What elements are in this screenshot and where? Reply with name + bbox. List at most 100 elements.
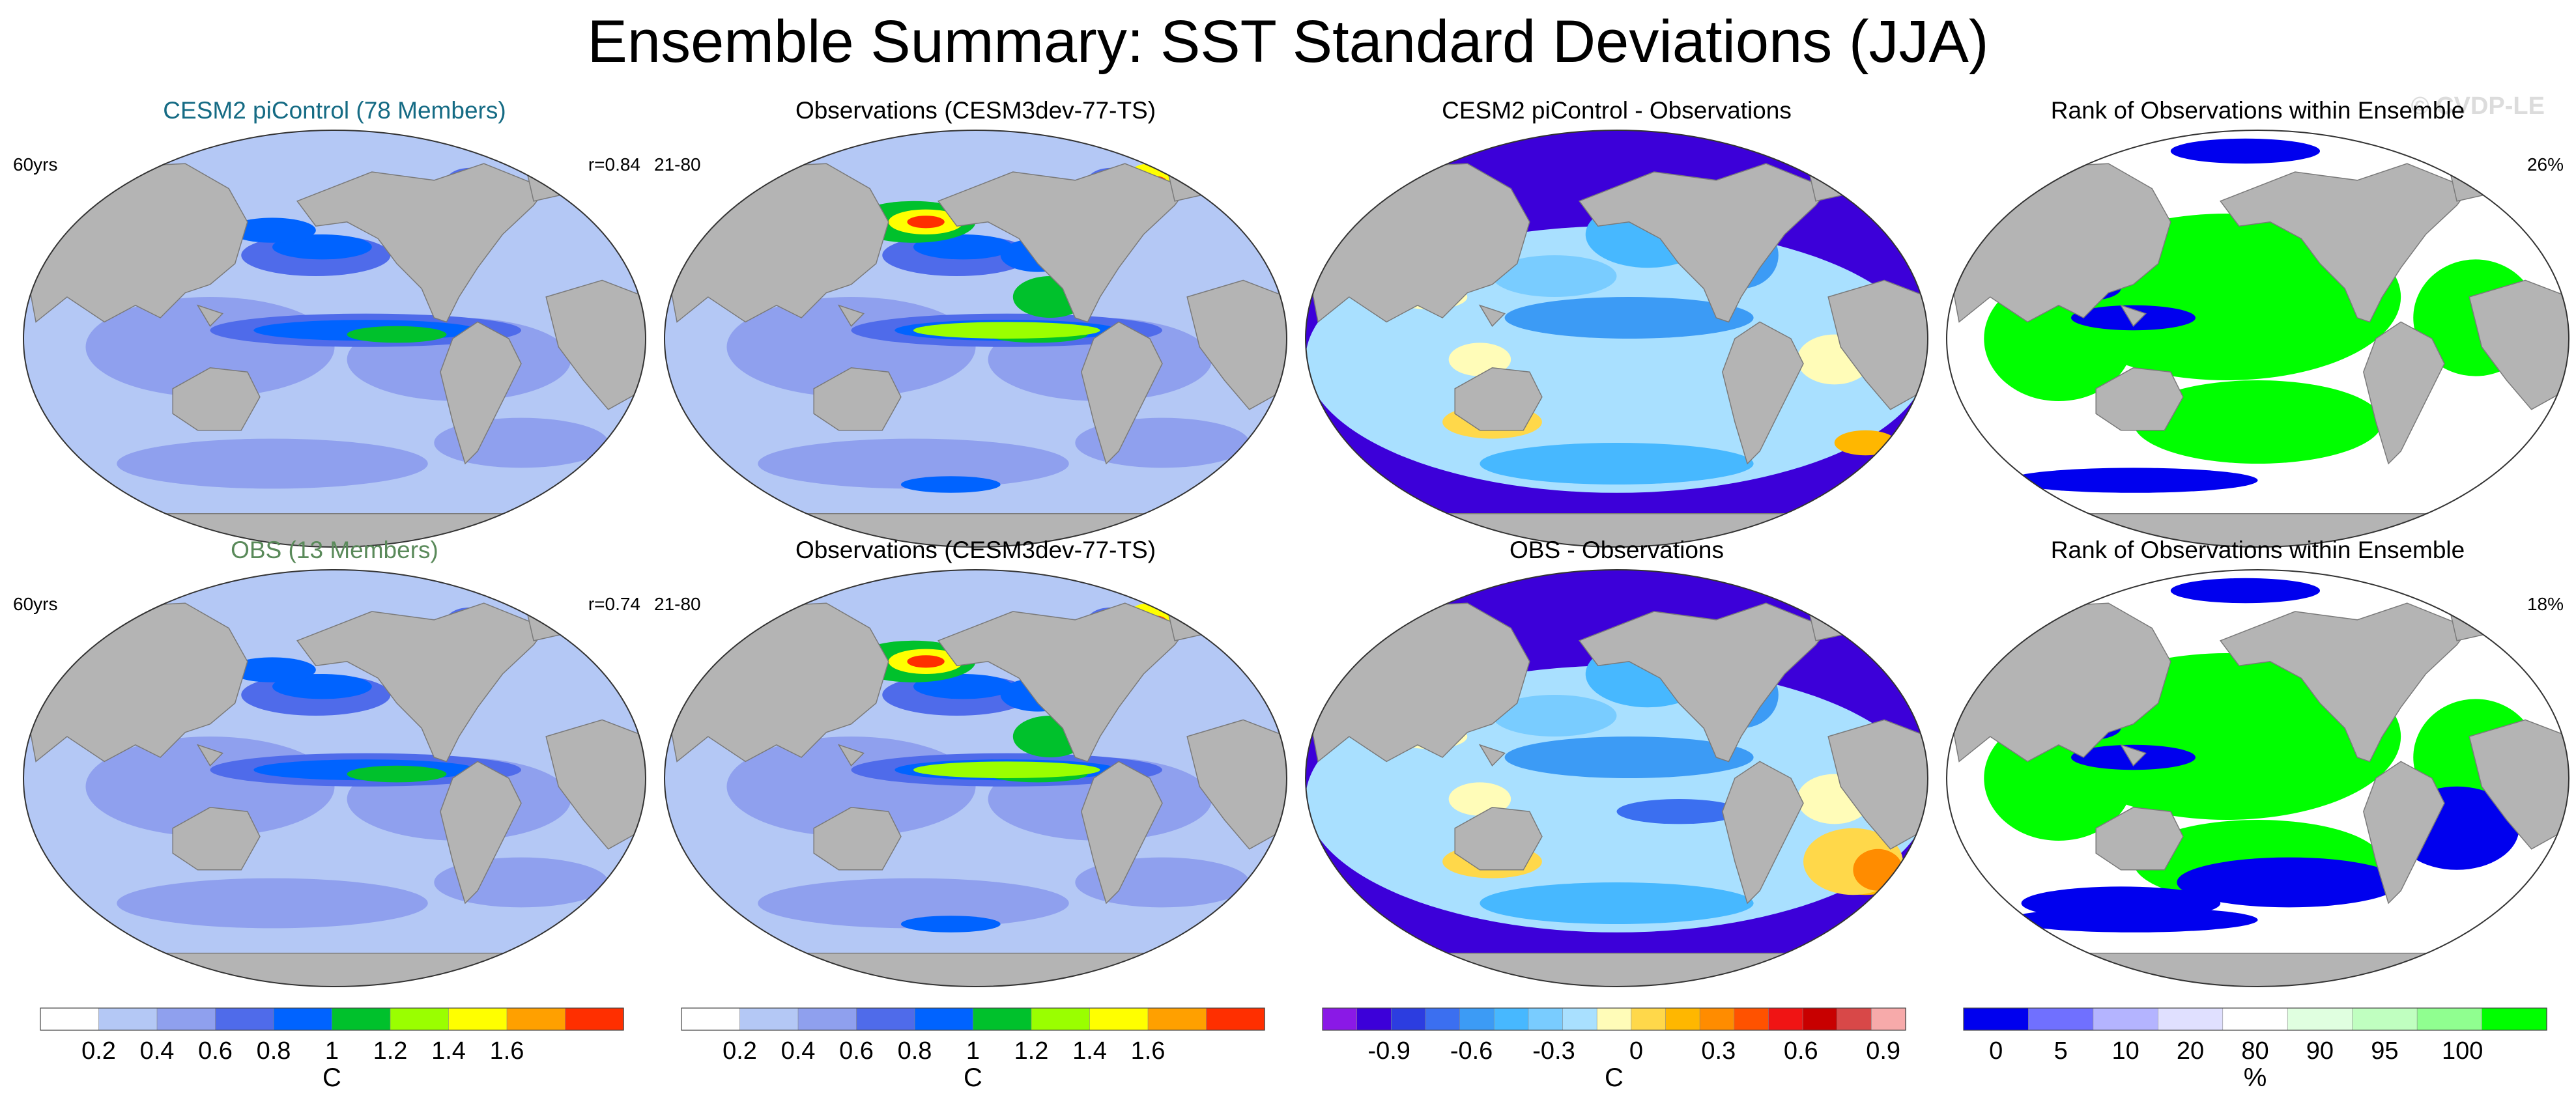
land-mass-5 [1081, 321, 1163, 465]
land-mass-8 [1947, 953, 2569, 987]
panel-title: CESM2 piControl - Observations [1442, 97, 1792, 124]
colorbar-swatch-11 [1665, 1007, 1700, 1031]
colorbar-swatch-7 [1528, 1007, 1564, 1031]
panel-title: Rank of Observations within Ensemble [2051, 97, 2465, 124]
colorbar-tick-label: 0.6 [839, 1037, 874, 1065]
field-contour-15 [1616, 799, 1741, 824]
colorbar-tick-label: -0.9 [1367, 1037, 1410, 1065]
colorbar-tick-label: 0 [1989, 1037, 2003, 1065]
colorbar-swatch-14 [1768, 1007, 1803, 1031]
colorbar-swatch-4 [1425, 1007, 1461, 1031]
colorbar-swatch-10 [565, 1007, 624, 1031]
land-mass-5 [2363, 761, 2445, 905]
colorbar-swatch-6 [1493, 1007, 1529, 1031]
land-mass-4 [296, 163, 547, 323]
field-contour-3 [1504, 297, 1754, 339]
figure-title: Ensemble Summary: SST Standard Deviation… [587, 8, 1989, 75]
field-contour-9 [2009, 468, 2258, 493]
map-panel-6: Observations (CESM3dev-77-TS) 21-80 [654, 537, 1287, 987]
colorbar-tick-label: 1 [966, 1037, 980, 1065]
colorbar-tick-label: 0.6 [198, 1037, 233, 1065]
colorbar-swatch-7 [1031, 1007, 1091, 1031]
land-mass-5 [440, 321, 522, 465]
land-mass-4 [937, 602, 1188, 763]
land-mass-5 [440, 761, 522, 905]
map-outline [1305, 130, 1928, 548]
land-mass-4 [1579, 163, 1829, 323]
colorbar-swatch-8 [1089, 1007, 1149, 1031]
field-contour-21 [900, 916, 1001, 933]
colorbar-frame [681, 1007, 1265, 1031]
colorbar-swatch-8 [1562, 1007, 1597, 1031]
colorbar-swatch-4 [215, 1007, 274, 1031]
field-contour-5 [2133, 380, 2383, 464]
colorbar-swatch-2 [739, 1007, 799, 1031]
land-mass-2 [196, 304, 223, 328]
panel-title: Observations (CESM3dev-77-TS) [795, 537, 1156, 563]
land-mass-3 [2095, 807, 2184, 871]
colorbar-tick-label: 5 [2054, 1037, 2068, 1065]
land-mass-5 [1722, 761, 1804, 905]
colorbar-4: 0 5 10 20 80 90 95 100% [1963, 1007, 2547, 1092]
panel-right-label: r=0.74 [588, 594, 640, 614]
land-mass-2 [837, 744, 865, 767]
colorbar-swatch-6 [973, 1007, 1032, 1031]
field-contour-4 [758, 878, 1069, 929]
colorbar-swatch-9 [2482, 1007, 2547, 1031]
colorbar-tick-label: 0.6 [1784, 1037, 1818, 1065]
colorbar-tick-label: 0.2 [81, 1037, 116, 1065]
map-outline [23, 130, 646, 548]
map-outline [1305, 569, 1928, 987]
colorbar-swatch-3 [2093, 1007, 2159, 1031]
field-contour-4 [117, 878, 428, 929]
colorbar-swatch-4 [856, 1007, 915, 1031]
panel-right-label: 26% [2527, 154, 2564, 175]
map-panel-8: Rank of Observations within Ensemble 18% [1946, 537, 2569, 987]
colorbar-tick-label: 1.2 [1014, 1037, 1049, 1065]
land-mass-6 [2469, 719, 2569, 850]
colorbar-swatch-1 [1322, 1007, 1358, 1031]
map-panel-4: Rank of Observations within Ensemble 26% [1946, 97, 2569, 548]
land-mass-4 [937, 163, 1188, 323]
field-contour-15 [907, 216, 945, 229]
panel-left-label: 60yrs [13, 154, 57, 175]
map-outline [1946, 130, 2569, 548]
land-mass-8 [1306, 953, 1928, 987]
colorbar-swatch-10 [1206, 1007, 1265, 1031]
colorbar-frame [40, 1007, 624, 1031]
land-mass-2 [196, 744, 223, 767]
colorbar-swatch-3 [156, 1007, 216, 1031]
colorbar-tick-label: 90 [2306, 1037, 2334, 1065]
field-contour-10 [1480, 882, 1754, 924]
panel-title: OBS - Observations [1510, 537, 1724, 563]
land-mass-5 [1081, 761, 1163, 905]
field-contour-20 [913, 761, 1100, 778]
land-mass-5 [1722, 321, 1804, 465]
colorbar-unit: C [322, 1063, 341, 1092]
colorbar-tick-label: 80 [2241, 1037, 2268, 1065]
field-contour-21 [900, 476, 1001, 493]
panel-title: Observations (CESM3dev-77-TS) [795, 97, 1156, 124]
colorbar-swatch-8 [2416, 1007, 2483, 1031]
land-mass-4 [296, 602, 547, 763]
colorbar-tick-label: 0 [1629, 1037, 1643, 1065]
land-mass-6 [2469, 279, 2569, 410]
colorbar-swatch-5 [914, 1007, 974, 1031]
field-contour-4 [117, 438, 428, 489]
field-contour-12 [1834, 430, 1897, 456]
map-outline [664, 130, 1287, 548]
land-mass-2 [2119, 304, 2147, 328]
colorbar-swatch-9 [1147, 1007, 1207, 1031]
colorbar-tick-label: 1 [325, 1037, 339, 1065]
colorbar-tick-label: 0.9 [1866, 1037, 1900, 1065]
land-mass-6 [1186, 719, 1287, 850]
colorbar-swatch-9 [1596, 1007, 1632, 1031]
panel-left-label: 21-80 [654, 154, 701, 175]
colorbar-frame [1322, 1007, 1906, 1031]
colorbar-swatch-3 [1390, 1007, 1426, 1031]
colorbar-swatch-3 [797, 1007, 857, 1031]
colorbar-swatch-2 [98, 1007, 158, 1031]
colorbar-swatch-16 [1837, 1007, 1872, 1031]
